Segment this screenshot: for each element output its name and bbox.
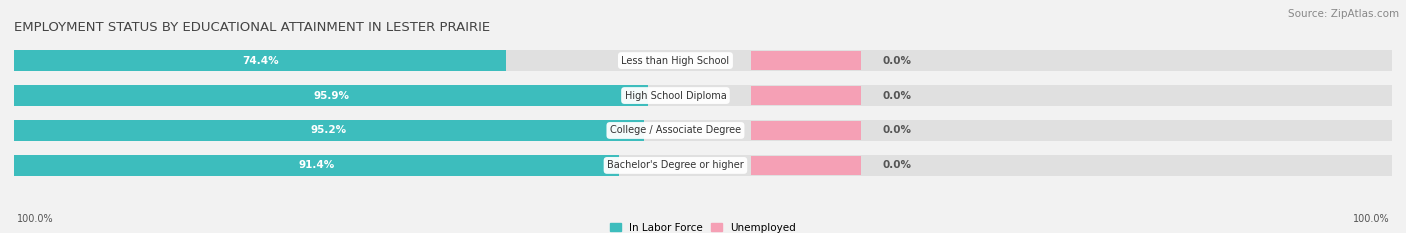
Text: College / Associate Degree: College / Associate Degree: [610, 126, 741, 135]
Bar: [14, 120, 644, 141]
Bar: [14, 50, 1392, 72]
Bar: [751, 121, 862, 140]
Text: EMPLOYMENT STATUS BY EDUCATIONAL ATTAINMENT IN LESTER PRAIRIE: EMPLOYMENT STATUS BY EDUCATIONAL ATTAINM…: [14, 21, 491, 34]
Text: 0.0%: 0.0%: [882, 161, 911, 170]
Bar: [14, 50, 506, 72]
Text: 91.4%: 91.4%: [298, 161, 335, 170]
Bar: [751, 51, 862, 70]
Text: 95.9%: 95.9%: [314, 91, 349, 100]
Text: Less than High School: Less than High School: [621, 56, 730, 65]
Text: 100.0%: 100.0%: [17, 214, 53, 224]
Text: 100.0%: 100.0%: [1353, 214, 1389, 224]
Text: 0.0%: 0.0%: [882, 126, 911, 135]
Text: 95.2%: 95.2%: [311, 126, 347, 135]
Bar: [14, 85, 1392, 106]
Text: 74.4%: 74.4%: [242, 56, 278, 65]
Bar: [14, 120, 1392, 141]
Text: 0.0%: 0.0%: [882, 56, 911, 65]
Text: 0.0%: 0.0%: [882, 91, 911, 100]
Text: Bachelor's Degree or higher: Bachelor's Degree or higher: [607, 161, 744, 170]
Bar: [14, 155, 619, 176]
Text: Source: ZipAtlas.com: Source: ZipAtlas.com: [1288, 9, 1399, 19]
Bar: [751, 156, 862, 175]
Legend: In Labor Force, Unemployed: In Labor Force, Unemployed: [610, 223, 796, 233]
Bar: [14, 155, 1392, 176]
Bar: [751, 86, 862, 105]
Text: High School Diploma: High School Diploma: [624, 91, 727, 100]
Bar: [14, 85, 648, 106]
